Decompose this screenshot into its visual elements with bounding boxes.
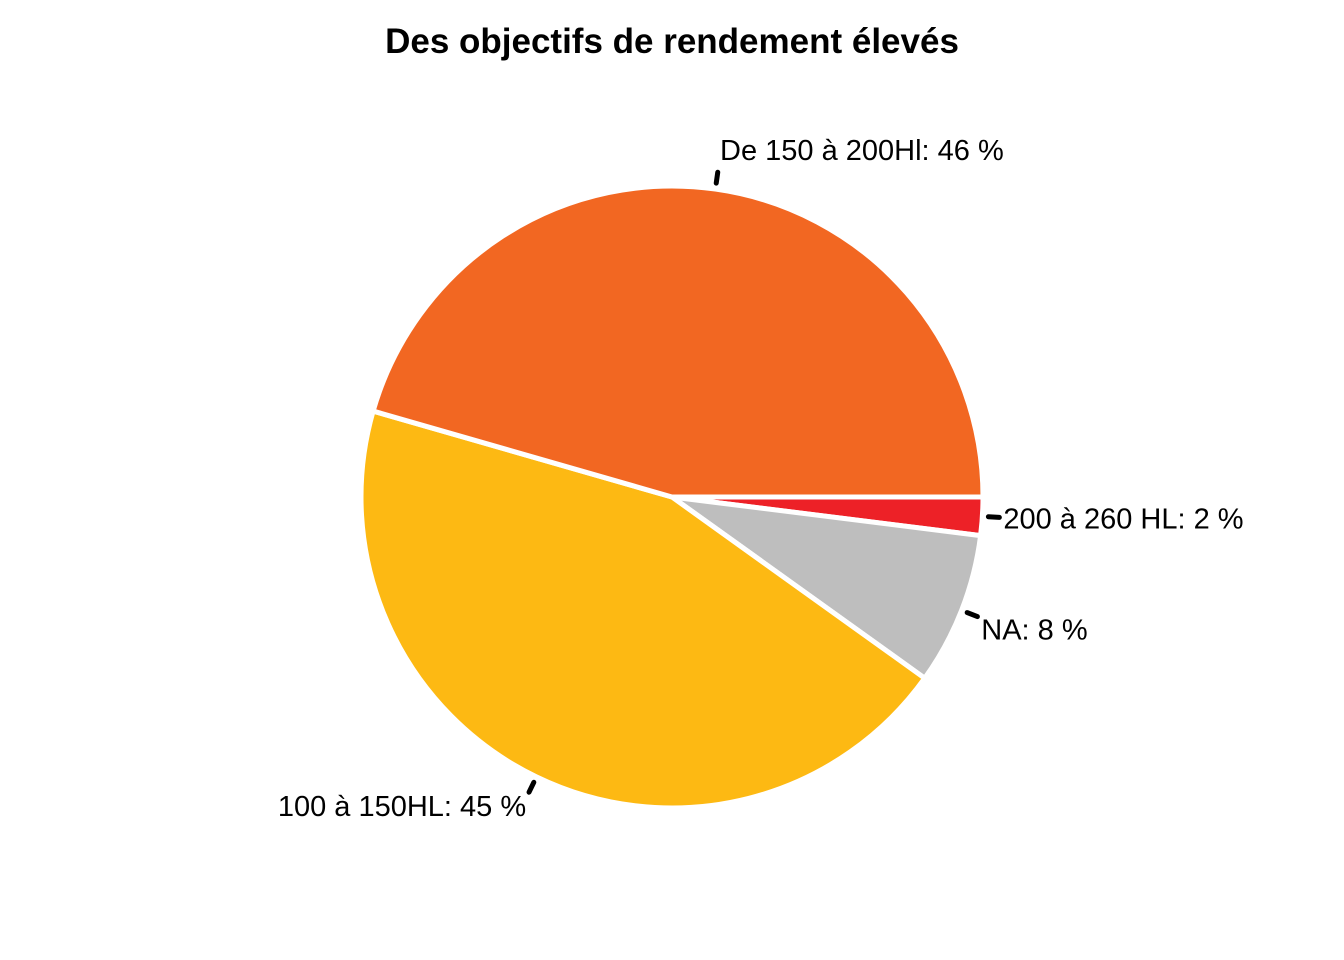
chart-title: Des objectifs de rendement élevés <box>385 22 959 61</box>
pie-slice <box>370 183 986 500</box>
pie-slice <box>358 408 928 811</box>
pie-slice-label: 200 à 260 HL: 2 % <box>1003 504 1243 536</box>
pie-leader-line <box>964 610 980 620</box>
pie-slice-label: De 150 à 200Hl: 46 % <box>720 135 1004 167</box>
pie-slice-label: 100 à 150HL: 45 % <box>278 791 526 823</box>
pie-leader-lines <box>526 169 1002 795</box>
pie-slice <box>669 494 984 681</box>
pie-labels: 200 à 260 HL: 2 % NA: 8 % 100 à 150HL: 45 … <box>278 135 1244 823</box>
pie-leader-line <box>985 514 1002 520</box>
pie-leader-line <box>526 779 537 795</box>
pie-slice-label: NA: 8 % <box>981 614 1087 646</box>
pie-leader-line <box>713 169 721 186</box>
pie-slices <box>358 183 986 811</box>
